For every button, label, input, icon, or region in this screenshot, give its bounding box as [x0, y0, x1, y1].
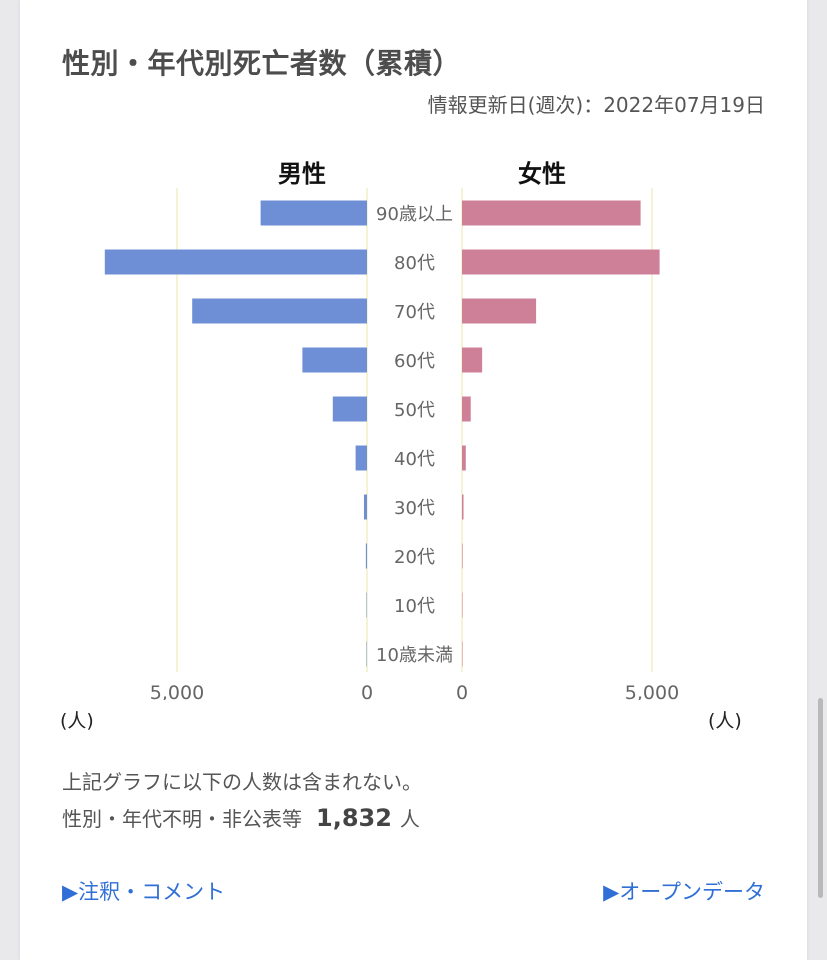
bar-male [366, 641, 367, 667]
age-category-label: 70代 [394, 302, 435, 323]
age-category-label: 90歳以上 [376, 204, 453, 225]
unit-label-right: (人) [708, 710, 742, 732]
age-category-label: 50代 [394, 400, 435, 421]
age-category-label: 10歳未満 [376, 645, 453, 666]
unit-label-left: (人) [60, 710, 94, 732]
bar-female [462, 641, 463, 667]
open-data-link[interactable]: ▶オープンデータ [603, 880, 765, 904]
bar-female [462, 592, 463, 618]
card-title: 性別・年代別死亡者数（累積） [62, 47, 462, 80]
bar-female [462, 494, 464, 520]
bar-male [365, 543, 367, 569]
bar-female [462, 200, 641, 226]
excluded-note: 上記グラフに以下の人数は含まれない。 [62, 770, 422, 794]
bar-male [355, 445, 367, 471]
age-category-label: 60代 [394, 351, 435, 372]
tick-label-female-0: 0 [456, 682, 468, 700]
bar-male [332, 396, 367, 422]
age-category-label: 40代 [394, 449, 435, 470]
chart-card: 性別・年代別死亡者数（累積） 情報更新日(週次)：2022年07月19日 男性 … [20, 0, 807, 960]
comments-link[interactable]: ▶注釈・コメント [62, 880, 226, 904]
bar-female [462, 445, 466, 471]
scrollbar[interactable] [818, 698, 823, 898]
age-category-label: 20代 [394, 547, 435, 568]
unknown-count-unit: 人 [399, 807, 420, 831]
bar-female [462, 396, 471, 422]
bar-male [302, 347, 367, 373]
tick-label-female-5000: 5,000 [625, 682, 679, 700]
bar-male [363, 494, 367, 520]
butterfly-chart: 90歳以上 80代 70代 60代 50代 40代 30代 20代 10代 10歳未満 5,000 0… [104, 188, 679, 700]
unknown-count-value: 1,832 [316, 804, 392, 832]
age-category-label: 30代 [394, 498, 435, 519]
age-category-label: 10代 [394, 596, 435, 617]
bar-female [462, 347, 483, 373]
bar-male [260, 200, 367, 226]
unknown-count-note: 性別・年代不明・非公表等 1,832 人 [62, 803, 420, 832]
bar-female [462, 298, 537, 324]
chart-area: 男性 女性 90歳以上 80代 70代 60代 50代 40代 30代 20代 10代 10歳未満… [20, 140, 807, 740]
update-date: 情報更新日(週次)：2022年07月19日 [427, 93, 765, 117]
female-series-label: 女性 [518, 160, 566, 188]
tick-label-male-0: 0 [361, 682, 373, 700]
unknown-count-label: 性別・年代不明・非公表等 [62, 807, 302, 831]
bar-male [104, 249, 368, 275]
tick-label-male-5000: 5,000 [150, 682, 204, 700]
bar-male [366, 592, 367, 618]
bar-female [462, 543, 463, 569]
bar-female [462, 249, 660, 275]
bar-male [192, 298, 367, 324]
male-series-label: 男性 [278, 160, 326, 188]
age-category-label: 80代 [394, 253, 435, 274]
